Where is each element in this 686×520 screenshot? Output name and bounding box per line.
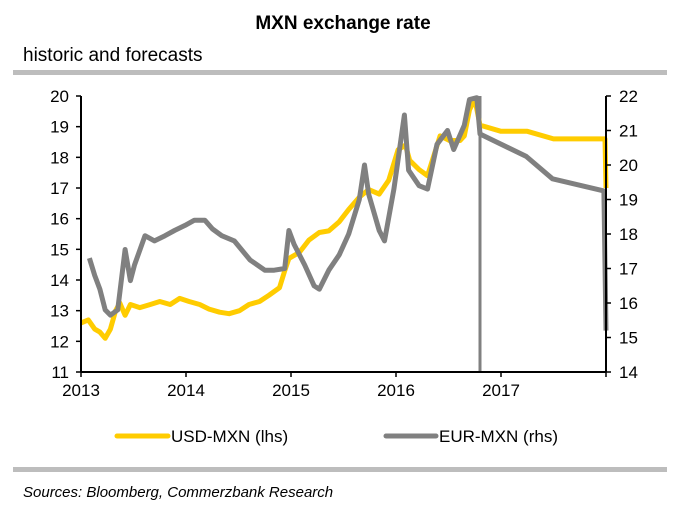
source-note: Sources: Bloomberg, Commerzbank Research [23,484,334,501]
left-y-tick-label: 19 [50,118,69,137]
legend-label-usd-mxn: USD-MXN (lhs) [171,427,288,446]
chart-marks [80,95,609,372]
top-divider [13,70,667,75]
series-line-usd-mxn [80,96,609,341]
right-y-tick-label: 20 [619,156,638,175]
x-tick-label: 2013 [62,381,100,400]
chart-axes: 1112131415161718192014151617181920212220… [50,87,638,400]
left-y-tick-label: 13 [50,302,69,321]
right-y-tick-label: 22 [619,87,638,106]
x-tick-label: 2016 [377,381,415,400]
x-tick-label: 2014 [167,381,205,400]
right-y-tick-label: 19 [619,191,638,210]
left-y-tick-label: 11 [51,363,69,382]
left-y-tick-label: 18 [50,148,69,167]
left-y-tick-label: 17 [50,179,69,198]
left-y-tick-label: 16 [50,210,69,229]
right-y-tick-label: 18 [619,225,638,244]
left-y-tick-label: 20 [50,87,69,106]
left-y-tick-label: 15 [50,240,69,259]
chart-legend: USD-MXN (lhs) EUR-MXN (rhs) [114,427,558,446]
right-y-tick-label: 16 [619,294,638,313]
right-y-tick-label: 15 [619,329,638,348]
right-y-tick-label: 17 [619,260,638,279]
series-line-eur-mxn [87,95,609,331]
chart-subtitle: historic and forecasts [23,45,203,66]
right-y-tick-label: 21 [619,122,638,141]
left-y-tick-label: 12 [50,332,69,351]
left-y-tick-label: 14 [50,271,69,290]
chart-title: MXN exchange rate [255,13,431,34]
bottom-divider [13,467,667,472]
legend-label-eur-mxn: EUR-MXN (rhs) [439,427,558,446]
right-y-tick-label: 14 [619,363,638,382]
x-tick-label: 2015 [272,381,310,400]
x-tick-label: 2017 [482,381,520,400]
